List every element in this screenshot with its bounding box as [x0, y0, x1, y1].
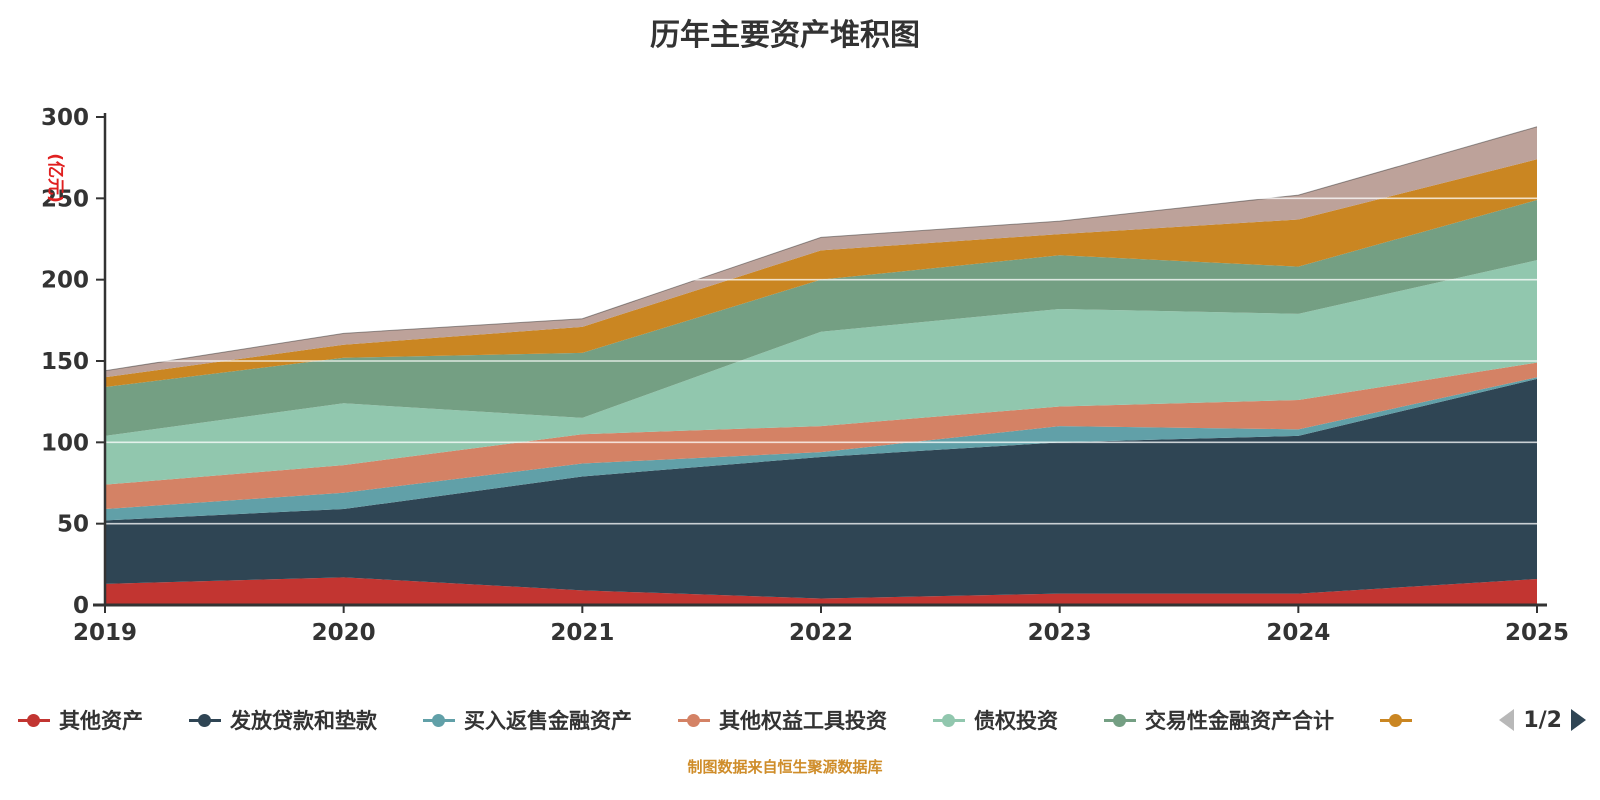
legend-item-发放贷款和垫款[interactable]: 发放贷款和垫款 [189, 705, 377, 735]
legend-dot [1113, 713, 1126, 727]
legend-items: 其他资产 发放贷款和垫款 买入返售金融资产 其他权益工具投资 债权投资 交易性金融资产合计 [18, 705, 1412, 735]
area-series-8 [105, 126, 1537, 378]
y-axis-tick-label: 300 [41, 105, 89, 131]
y-axis-tick-label: 0 [73, 593, 89, 619]
legend-dot [198, 713, 211, 727]
legend-dot [27, 713, 40, 727]
x-axis-tick-label: 2024 [1266, 620, 1330, 646]
legend-item-label: 债权投资 [974, 709, 1058, 733]
stacked-area-chart: 0 50 100 150 200 250 300 2019 2020 2021 2022 2023 20… [41, 105, 1569, 646]
legend: 其他资产 发放贷款和垫款 买入返售金融资产 其他权益工具投资 债权投资 交易性金融资产合计… [18, 696, 1586, 744]
area-交易性金融资产合计 [105, 199, 1537, 436]
y-axis-tick-label: 100 [41, 430, 89, 456]
legend-item-label: 买入返售金融资产 [464, 709, 632, 733]
x-axis-tick-label: 2020 [312, 620, 376, 646]
legend-dot [942, 713, 955, 727]
legend-pager: 1/2 [1499, 708, 1586, 733]
legend-item-label: 其他资产 [59, 709, 143, 733]
legend-dot [432, 713, 445, 727]
x-axis-tick-label: 2023 [1028, 620, 1092, 646]
legend-item-label: 其他权益工具投资 [719, 709, 887, 733]
y-axis-unit-label: (亿元) [45, 153, 66, 203]
x-axis-tick-label: 2021 [550, 620, 614, 646]
legend-next-arrow-icon[interactable] [1571, 709, 1586, 731]
legend-line-dot-icon [678, 712, 710, 728]
legend-line-dot-icon [423, 712, 455, 728]
legend-item-债权投资[interactable]: 债权投资 [933, 705, 1058, 735]
legend-line-dot-icon [18, 712, 50, 728]
legend-dot [1389, 713, 1402, 727]
legend-item-其他资产[interactable]: 其他资产 [18, 705, 143, 735]
legend-item-label: 交易性金融资产合计 [1145, 709, 1334, 733]
legend-item-交易性金融资产合计[interactable]: 交易性金融资产合计 [1104, 705, 1334, 735]
legend-page-indicator: 1/2 [1523, 707, 1562, 733]
legend-item-label: 发放贷款和垫款 [230, 709, 377, 733]
area-债权投资 [105, 260, 1537, 485]
legend-item-其他权益工具投资[interactable]: 其他权益工具投资 [678, 705, 887, 735]
x-axis-tick-label: 2022 [789, 620, 853, 646]
area-series-7 [105, 159, 1537, 388]
x-axis-tick-label: 2025 [1505, 620, 1569, 646]
legend-prev-arrow-icon[interactable] [1499, 709, 1515, 731]
y-axis-tick-label: 50 [57, 512, 89, 538]
legend-line-dot-icon [1380, 712, 1412, 728]
y-axis-tick-label: 250 [41, 186, 89, 212]
area-其他资产 [105, 577, 1537, 605]
stack-top-edge [104, 126, 1538, 372]
x-axis-tick-label: 2019 [73, 620, 137, 646]
y-axis-tick-label: 150 [41, 349, 89, 375]
legend-item-买入返售金融资产[interactable]: 买入返售金融资产 [423, 705, 632, 735]
legend-dot [687, 713, 700, 727]
legend-line-dot-icon [933, 712, 965, 728]
y-axis-tick-label: 200 [41, 268, 89, 294]
legend-line-dot-icon [189, 712, 221, 728]
area-发放贷款和垫款 [105, 378, 1537, 599]
data-source-caption: 制图数据来自恒生聚源数据库 [687, 758, 883, 776]
area-买入返售金融资产 [105, 377, 1537, 521]
legend-line-dot-icon [1104, 712, 1136, 728]
legend-item-truncated[interactable] [1380, 712, 1412, 728]
chart-title: 历年主要资产堆积图 [650, 18, 920, 53]
area-其他权益工具投资 [105, 362, 1537, 510]
